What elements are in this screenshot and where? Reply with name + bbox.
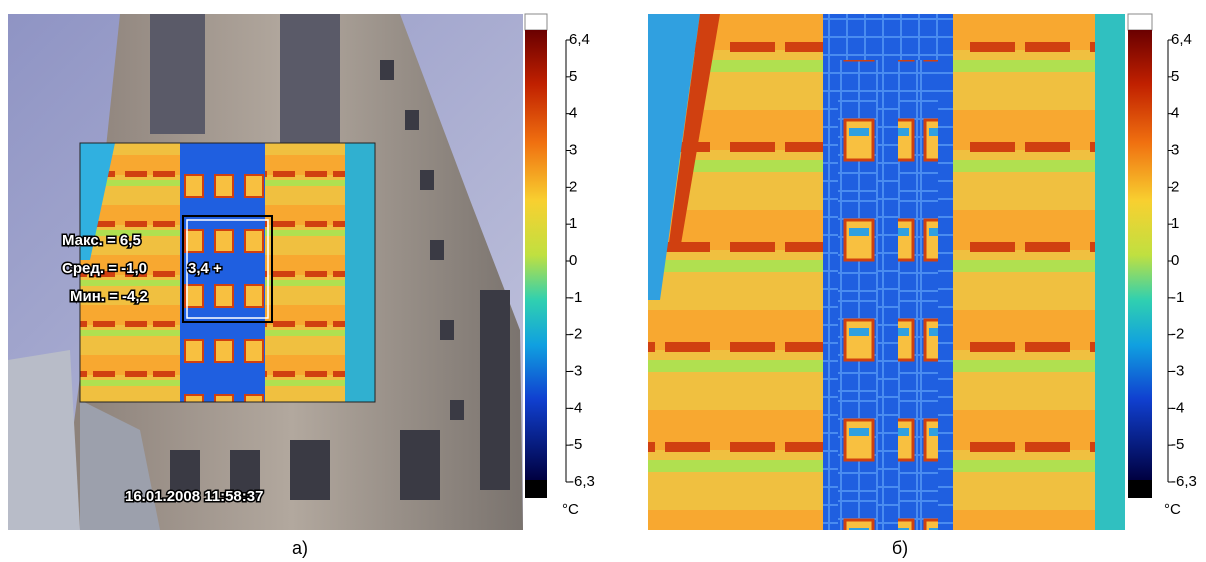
caption: а)	[292, 538, 308, 558]
caption: б)	[892, 538, 908, 558]
colorbar-b	[1128, 14, 1168, 498]
colorbar-unit: °C	[562, 501, 579, 518]
colorbar-label: -1	[1171, 289, 1184, 306]
spot-label: 3,4 +	[188, 260, 222, 277]
colorbar-a	[525, 14, 566, 498]
colorbar-label: -6,3	[1171, 473, 1197, 490]
colorbar-label: 6,4	[1171, 31, 1192, 48]
colorbar-label: 1	[569, 215, 577, 232]
avg-label: Сред. = -1,0	[62, 260, 147, 277]
colorbar-label: -3	[569, 362, 582, 379]
colorbar-label: 3	[1171, 141, 1179, 158]
colorbar-label: 5	[569, 68, 577, 85]
colorbar-label: -5	[569, 436, 582, 453]
colorbar-label: -5	[1171, 436, 1184, 453]
colorbar-label: 4	[1171, 105, 1179, 122]
colorbar-unit: °C	[1164, 501, 1181, 518]
min-label: Мин. = -4,2	[70, 288, 148, 305]
colorbar-label: 0	[569, 252, 577, 269]
colorbar-label: -2	[1171, 326, 1184, 343]
timestamp: 16.01.2008 11:58:37	[125, 488, 263, 505]
colorbar-label: -2	[569, 326, 582, 343]
colorbar-label: -1	[569, 289, 582, 306]
thermal-panel-b	[648, 14, 1125, 530]
colorbar-label: 1	[1171, 215, 1179, 232]
colorbar-label: -6,3	[569, 473, 595, 490]
colorbar-label: 6,4	[569, 31, 590, 48]
colorbar-label: 3	[569, 141, 577, 158]
figure: Макс. = 6,5 Сред. = -1,0 Мин. = -4,2 3,4…	[0, 0, 1206, 562]
colorbar-label: -4	[569, 399, 582, 416]
colorbar-label: 0	[1171, 252, 1179, 269]
colorbar-label: -4	[1171, 399, 1184, 416]
colorbar-label: 2	[1171, 178, 1179, 195]
colorbar-label: 5	[1171, 68, 1179, 85]
colorbar-label: 2	[569, 178, 577, 195]
page: Макс. = 6,5 Сред. = -1,0 Мин. = -4,2 3,4…	[0, 0, 1206, 562]
colorbar-label: -3	[1171, 362, 1184, 379]
max-label: Макс. = 6,5	[62, 232, 141, 249]
colorbar-label: 4	[569, 105, 577, 122]
